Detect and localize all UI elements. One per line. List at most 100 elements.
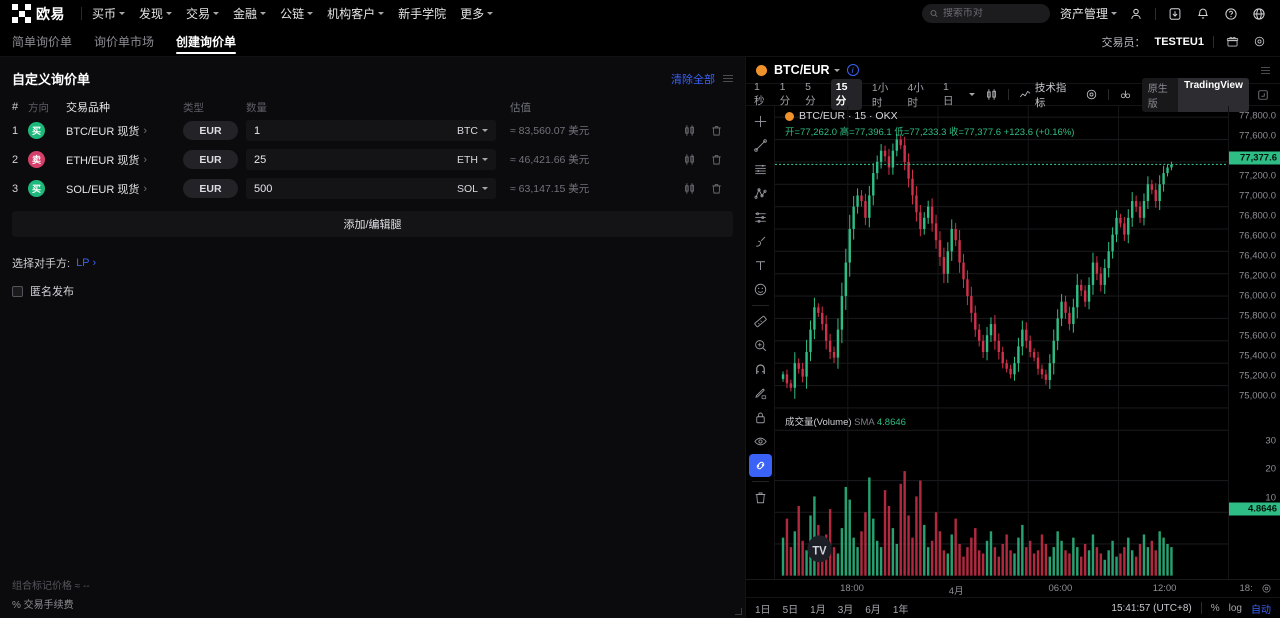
type-pill[interactable]: EUR [183, 179, 238, 198]
chart-type-icon[interactable] [985, 88, 998, 101]
fullscreen-icon[interactable] [1255, 86, 1272, 104]
lock-icon[interactable] [749, 406, 772, 429]
emoji-icon[interactable] [749, 278, 772, 301]
range-3mo[interactable]: 3月 [837, 604, 854, 616]
range-6mo[interactable]: 6月 [865, 604, 881, 616]
direction-badge-sell[interactable]: 卖 [28, 151, 45, 168]
nav-item-buy[interactable]: 买币 [92, 5, 126, 22]
chart-settings-icon[interactable] [1085, 88, 1098, 101]
time-axis[interactable]: 18:00 4月 06:00 12:00 18: [746, 579, 1280, 597]
technical-indicators-button[interactable]: 技术指标 [1019, 80, 1075, 110]
row-quantity-field[interactable]: BTC [246, 120, 496, 141]
row-instrument-selector[interactable]: BTC/EUR 现货 › [66, 123, 183, 139]
ruler-icon[interactable] [749, 310, 772, 333]
pitchfork-icon[interactable] [749, 182, 772, 205]
assets-management-menu[interactable]: 资产管理 [1060, 5, 1117, 22]
row-instrument-selector[interactable]: ETH/EUR 现货 › [66, 152, 183, 168]
row-quantity-field[interactable]: SOL [246, 178, 496, 199]
auto-scale-toggle[interactable]: 自动 [1251, 604, 1271, 616]
nav-item-trade[interactable]: 交易 [186, 5, 220, 22]
candlestick-icon[interactable] [683, 153, 696, 166]
link-icon[interactable] [748, 454, 772, 477]
zoom-in-icon[interactable] [749, 334, 772, 357]
globe-icon[interactable] [1250, 5, 1268, 23]
crosshair-icon[interactable] [749, 110, 772, 133]
direction-badge-buy[interactable]: 买 [28, 122, 45, 139]
horizontal-lines-icon[interactable] [749, 158, 772, 181]
log-scale-toggle[interactable]: log [1228, 602, 1242, 614]
trendline-icon[interactable] [749, 134, 772, 157]
nav-item-more[interactable]: 更多 [460, 5, 494, 22]
tab-rfq-market[interactable]: 询价单市场 [94, 35, 155, 49]
nav-item-discover[interactable]: 发现 [139, 5, 173, 22]
row-quantity-field[interactable]: ETH [246, 149, 496, 170]
quantity-input[interactable] [254, 124, 457, 137]
chevron-down-icon[interactable] [833, 68, 840, 72]
timeframe-1d[interactable]: 1日 [943, 81, 954, 107]
pencil-lock-icon[interactable] [749, 382, 772, 405]
trash-icon[interactable] [710, 124, 723, 137]
nav-item-academy[interactable]: 新手学院 [398, 5, 446, 22]
nav-item-institutional[interactable]: 机构客户 [327, 5, 385, 22]
search-box[interactable] [921, 4, 1050, 23]
nav-item-chain[interactable]: 公链 [280, 5, 314, 22]
user-icon[interactable] [1127, 5, 1145, 23]
candlestick-icon[interactable] [683, 124, 696, 137]
chart-panel-menu-icon[interactable] [1261, 66, 1270, 74]
gear-icon[interactable] [1250, 33, 1268, 51]
drag-handle-icon[interactable] [723, 75, 733, 82]
okx-logo[interactable]: 欧易 [12, 4, 65, 24]
search-input[interactable] [942, 8, 1042, 19]
timeframe-5m[interactable]: 5分 [805, 81, 816, 107]
trash-icon[interactable] [710, 182, 723, 195]
row-instrument-selector[interactable]: SOL/EUR 现货 › [66, 181, 183, 197]
row-direction[interactable]: 卖 [28, 151, 66, 168]
percent-scale-toggle[interactable]: % [1210, 602, 1220, 614]
candlestick-icon[interactable] [683, 182, 696, 195]
type-pill[interactable]: EUR [183, 121, 238, 140]
help-icon[interactable] [1222, 5, 1240, 23]
timeframe-1m[interactable]: 1分 [779, 81, 791, 107]
magnet-icon[interactable] [749, 358, 772, 381]
range-5d[interactable]: 5日 [782, 604, 799, 616]
eye-icon[interactable] [749, 430, 772, 453]
tab-simple-rfq[interactable]: 简单询价单 [12, 35, 73, 49]
range-1d[interactable]: 1日 [755, 604, 771, 616]
text-icon[interactable] [749, 254, 772, 277]
add-edit-leg-button[interactable]: 添加/编辑腿 [12, 211, 733, 237]
resize-handle[interactable] [735, 608, 742, 615]
clear-all-button[interactable]: 清除全部 [671, 73, 715, 86]
compare-icon[interactable] [1119, 88, 1132, 101]
chart-canvas[interactable]: BTC/EUR · 15 · OKX 开=77,262.0 高=77,396.1… [775, 106, 1228, 579]
row-direction[interactable]: 买 [28, 180, 66, 197]
chevron-down-icon[interactable] [968, 93, 975, 96]
anonymous-checkbox[interactable] [12, 285, 23, 297]
price-axis[interactable]: 77,800.077,600.077,400.077,200.077,000.0… [1228, 106, 1280, 579]
nav-item-finance[interactable]: 金融 [233, 5, 267, 22]
timeframe-4h[interactable]: 4小时 [907, 81, 924, 109]
type-pill[interactable]: EUR [183, 150, 238, 169]
timeframe-15m[interactable]: 15分 [830, 79, 862, 110]
quantity-input[interactable] [254, 182, 457, 195]
axis-settings-icon[interactable] [1261, 583, 1272, 594]
mode-native[interactable]: 原生版 [1147, 83, 1168, 110]
timeframe-1h[interactable]: 1小时 [871, 81, 889, 109]
row-direction[interactable]: 买 [28, 122, 66, 139]
currency-selector[interactable]: BTC [457, 125, 488, 137]
info-icon[interactable]: i [846, 64, 859, 76]
bell-icon[interactable] [1194, 5, 1212, 23]
fib-icon[interactable] [749, 206, 772, 229]
range-1y[interactable]: 1年 [892, 604, 909, 616]
currency-selector[interactable]: SOL [457, 183, 488, 195]
download-icon[interactable] [1166, 5, 1184, 23]
gift-icon[interactable] [1223, 33, 1241, 51]
quantity-input[interactable] [254, 153, 457, 166]
mode-tradingview[interactable]: TradingView [1178, 77, 1249, 112]
brush-icon[interactable] [749, 230, 772, 253]
tab-create-rfq[interactable]: 创建询价单 [176, 27, 237, 57]
range-1mo[interactable]: 1月 [810, 604, 826, 616]
timeframe-1s[interactable]: 1秒 [754, 81, 765, 107]
counterparty-selector[interactable]: LP › [76, 257, 96, 269]
direction-badge-buy[interactable]: 买 [28, 180, 45, 197]
trash-icon[interactable] [710, 153, 723, 166]
